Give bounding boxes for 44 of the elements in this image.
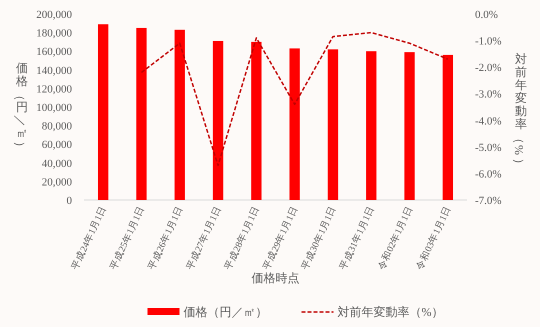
y2-tick-label: -7.0% <box>475 195 502 207</box>
bar <box>366 51 376 200</box>
x-axis-title: 価格時点 <box>252 271 300 285</box>
x-tick-label: 平成26年1月1日 <box>145 204 186 272</box>
bar <box>289 48 300 200</box>
x-tick-label: 令和03年1月1日 <box>414 204 454 272</box>
bar <box>328 49 338 200</box>
y-tick-label: 40,000 <box>42 158 72 170</box>
y-tick-label: 60,000 <box>42 139 72 152</box>
y2-tick-label: -2.0% <box>475 62 502 74</box>
bar <box>98 24 108 200</box>
x-tick-label: 平成25年1月1日 <box>107 204 148 272</box>
bar <box>251 42 262 200</box>
y2-tick-label: -5.0% <box>475 142 502 154</box>
y2-tick-label: -4.0% <box>475 115 502 128</box>
x-tick-label: 平成31年1月1日 <box>336 204 377 272</box>
bar <box>404 52 415 200</box>
y-tick-label: 100,000 <box>36 102 72 114</box>
y2-tick-label: -3.0% <box>475 88 502 101</box>
x-tick-label: 平成24年1月1日 <box>68 204 109 272</box>
y-tick-label: 0 <box>66 195 72 207</box>
legend-label: 対前年変動率（%） <box>338 305 444 319</box>
bar <box>442 54 454 200</box>
y-tick-label: 20,000 <box>42 176 72 188</box>
x-tick-label: 令和02年1月1日 <box>375 204 416 272</box>
x-tick-label: 平成30年1月1日 <box>298 204 339 272</box>
y-tick-label: 200,000 <box>36 9 72 21</box>
x-tick-label: 平成29年1月1日 <box>260 204 300 272</box>
bar <box>212 40 224 200</box>
y2-axis-title: 対前年変動率（%） <box>512 52 527 170</box>
y-tick-label: 120,000 <box>36 83 72 96</box>
y-tick-label: 140,000 <box>36 64 72 77</box>
legend-label: 価格（円／㎡） <box>184 305 268 319</box>
bar <box>136 28 147 200</box>
y-axis-title: 価格（円／㎡） <box>13 61 28 153</box>
y2-tick-label: -1.0% <box>475 36 502 48</box>
y2-tick-label: -6.0% <box>475 168 502 180</box>
y2-tick-label: 0.0% <box>475 9 498 21</box>
bar <box>174 30 185 200</box>
y-tick-label: 80,000 <box>42 120 72 133</box>
x-tick-label: 平成27年1月1日 <box>184 204 224 272</box>
y-tick-label: 180,000 <box>36 28 72 40</box>
x-tick-label: 平成28年1月1日 <box>222 204 262 272</box>
y-tick-label: 160,000 <box>36 46 72 58</box>
